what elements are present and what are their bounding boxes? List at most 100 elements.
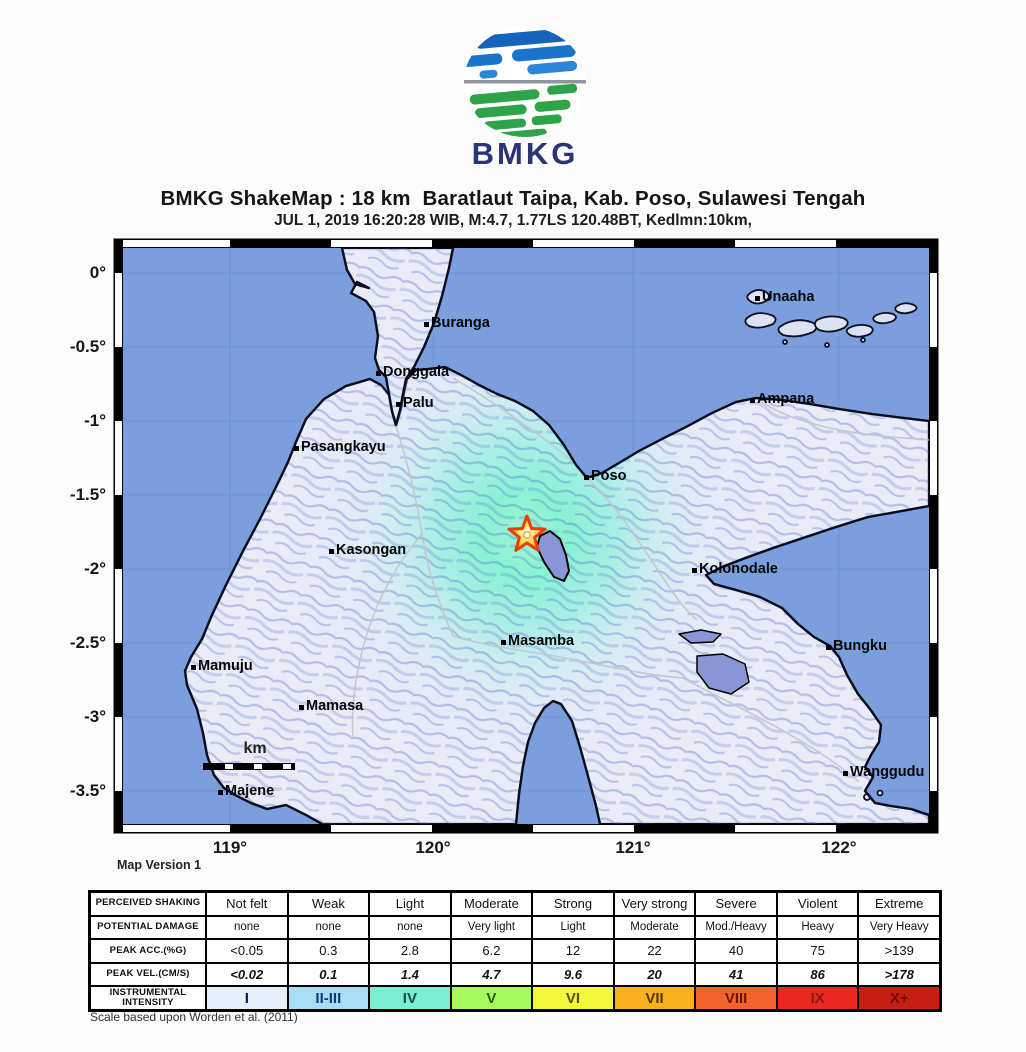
frame-border-top <box>115 240 937 248</box>
table-cell: 86 <box>776 962 859 987</box>
city-dot-icon <box>329 549 334 554</box>
table-cell: 40 <box>695 939 777 963</box>
lat-tick-label: -2° <box>84 559 106 578</box>
intensity-scale-table: PERCEIVED SHAKING Not felt Weak Light Modera… <box>88 890 942 1012</box>
table-cell: 2.8 <box>369 939 451 963</box>
city-label: Palu <box>403 395 434 411</box>
table-cell: Very strong <box>613 892 696 916</box>
frame-border-left <box>115 240 123 832</box>
lon-tick-label: 121° <box>615 838 651 857</box>
city-dot-icon <box>501 640 506 645</box>
city-dot-icon <box>755 296 760 301</box>
table-row-header: PEAK ACC.(%g) <box>90 939 206 963</box>
table-cell: Strong <box>532 892 614 916</box>
lon-tick-label: 122° <box>821 838 857 857</box>
city-label: Donggala <box>383 364 450 380</box>
map-version-label: Map Version 1 <box>117 858 202 872</box>
lat-tick-label: -3.5° <box>69 781 106 800</box>
city-dot-icon <box>191 665 196 670</box>
table-cell: Moderate <box>450 892 533 916</box>
intensity-cell: I <box>206 986 288 1010</box>
city-dot-icon <box>294 446 299 451</box>
intensity-cell: II-III <box>287 986 370 1010</box>
table-cell: Violent <box>776 892 859 916</box>
table-cell: 4.7 <box>450 962 533 987</box>
table-row-header: PEAK VEL.(cm/s) <box>90 962 206 987</box>
bmkg-logo: BMKG <box>448 20 603 171</box>
intensity-cell: VII <box>613 986 696 1010</box>
table-cell: >139 <box>858 939 940 963</box>
city-dot-icon <box>299 705 304 710</box>
table-cell: 12 <box>532 939 614 963</box>
table-cell: Heavy <box>776 915 859 940</box>
table-cell: none <box>369 915 451 940</box>
lat-tick-label: -3° <box>84 707 106 726</box>
table-cell: Very light <box>450 915 533 940</box>
table-cell: 1.4 <box>369 962 451 987</box>
map-canvas: Buranga Donggala Palu Pasangkayu Unaaha Ampan… <box>122 247 930 825</box>
city-dot-icon <box>843 771 848 776</box>
lat-tick-label: -2.5° <box>69 633 106 652</box>
city-label: Majene <box>225 783 275 799</box>
lon-tick-label: 120° <box>415 838 451 857</box>
city-dot-icon <box>750 398 755 403</box>
frame-border-bottom <box>115 824 937 832</box>
table-cell: 0.3 <box>287 939 370 963</box>
page-title: BMKG ShakeMap : 18 km Baratlaut Taipa, K… <box>160 187 866 210</box>
city-label: Kasongan <box>336 542 407 558</box>
table-cell: none <box>206 915 288 940</box>
city-label: Ampana <box>757 391 815 407</box>
lat-tick-label: -1° <box>84 411 106 430</box>
table-cell: 0.1 <box>287 962 370 987</box>
table-cell: Not felt <box>206 892 288 916</box>
table-cell: Light <box>369 892 451 916</box>
table-cell: 20 <box>613 962 696 987</box>
table-row-header: PERCEIVED SHAKING <box>90 892 206 916</box>
bmkg-logo-text: BMKG <box>472 136 579 170</box>
scalebar-unit-label: km <box>243 740 267 757</box>
lat-tick-label: -1.5° <box>69 485 106 504</box>
intensity-cell: VI <box>532 986 614 1010</box>
table-cell: <0.02 <box>206 962 288 987</box>
scalebar <box>203 763 295 770</box>
city-label: Poso <box>591 468 627 484</box>
map-svg <box>123 248 929 824</box>
lat-tick-label: -0.5° <box>69 337 106 356</box>
lat-tick-label: 0° <box>89 263 106 282</box>
islands <box>744 289 918 801</box>
table-cell: Severe <box>695 892 777 916</box>
table-cell: Very Heavy <box>858 915 940 940</box>
city-dot-icon <box>218 790 223 795</box>
table-cell: 41 <box>695 962 777 987</box>
table-row-header: POTENTIAL DAMAGE <box>90 915 206 940</box>
city-dot-icon <box>376 371 381 376</box>
table-cell: none <box>287 915 370 940</box>
city-label: Buranga <box>431 315 490 331</box>
table-cell: 6.2 <box>450 939 533 963</box>
table-cell: Weak <box>287 892 370 916</box>
city-dot-icon <box>424 322 429 327</box>
event-subtitle: JUL 1, 2019 16:20:28 WIB, M:4.7, 1.77LS … <box>274 212 752 229</box>
intensity-cell: VIII <box>695 986 777 1010</box>
city-label: Pasangkayu <box>301 439 386 455</box>
coastline <box>183 248 929 824</box>
frame-border-right <box>929 240 937 832</box>
table-cell: 75 <box>776 939 859 963</box>
table-cell: Extreme <box>858 892 940 916</box>
city-label: Wanggudu <box>850 764 925 780</box>
city-label: Unaaha <box>762 289 815 305</box>
city-dot-icon <box>396 402 401 407</box>
intensity-cell: V <box>450 986 533 1010</box>
intensity-cell: IX <box>776 986 859 1010</box>
table-cell: Moderate <box>613 915 696 940</box>
city-label: Mamasa <box>306 698 364 714</box>
table-cell: <0.05 <box>206 939 288 963</box>
city-dot-icon <box>584 475 589 480</box>
city-label: Kolonodale <box>699 561 778 577</box>
bmkg-logo-icon: BMKG <box>464 27 586 171</box>
epicenter-star-icon <box>507 514 547 552</box>
city-label: Mamuju <box>198 658 253 674</box>
city-label: Masamba <box>508 633 575 649</box>
table-row-header: INSTRUMENTAL INTENSITY <box>90 986 206 1010</box>
